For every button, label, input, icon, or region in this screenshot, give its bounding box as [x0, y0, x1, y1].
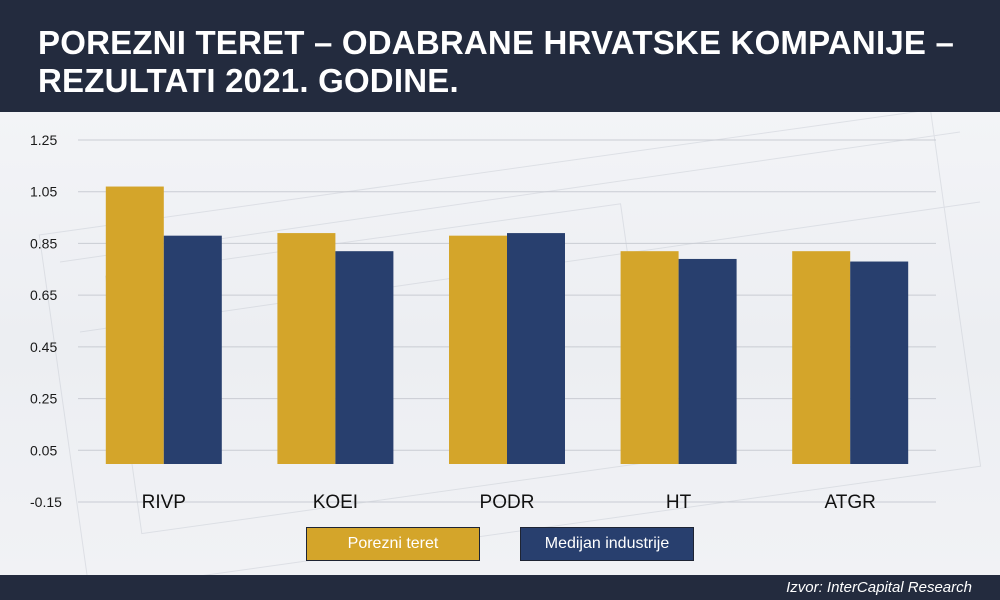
legend-label-porezni-teret: Porezni teret: [347, 535, 439, 552]
bar-podr-porezni-teret: [449, 235, 507, 464]
source-credit: Izvor: InterCapital Research: [786, 579, 972, 596]
legend-medijan-industrije: Medijan industrije: [520, 527, 694, 561]
y-tick-label: 0.85: [30, 235, 57, 251]
title-line-2: REZULTATI 2021. GODINE.: [38, 62, 459, 99]
y-tick-label: 1.25: [30, 132, 57, 148]
x-tick-label-koei: KOEI: [313, 492, 358, 513]
bar-atgr-medijan-industrije: [850, 261, 909, 464]
y-tick-label: 0.25: [30, 391, 57, 407]
x-tick-label-podr: PODR: [480, 492, 535, 513]
bar-podr-medijan-industrije: [507, 233, 565, 464]
x-axis-labels: RIVP KOEI PODR HT ATGR: [142, 492, 876, 513]
bar-koei-medijan-industrije: [335, 251, 394, 464]
x-tick-label-rivp: RIVP: [142, 492, 186, 513]
y-tick-label: 0.45: [30, 339, 57, 355]
header-bar: POREZNI TERET – ODABRANE HRVATSKE KOMPAN…: [0, 0, 1000, 112]
y-tick-label: 1.05: [30, 184, 57, 200]
bars: [105, 186, 909, 464]
bar-chart: 1.25 1.05 0.85 0.65 0.45 0.25 0.05 -0.15 RIVP KO…: [30, 132, 936, 513]
x-tick-label-ht: HT: [666, 492, 692, 513]
x-tick-label-atgr: ATGR: [825, 492, 876, 513]
footer-bar: Izvor: InterCapital Research: [0, 575, 1000, 600]
bar-koei-porezni-teret: [277, 233, 336, 464]
legend-label-medijan-industrije: Medijan industrije: [544, 535, 670, 552]
page-title: POREZNI TERET – ODABRANE HRVATSKE KOMPAN…: [38, 24, 978, 100]
bar-ht-medijan-industrije: [678, 258, 737, 464]
y-tick-label: 0.05: [30, 442, 57, 458]
bar-rivp-porezni-teret: [105, 186, 164, 464]
y-tick-label: -0.15: [30, 494, 62, 510]
bar-ht-porezni-teret: [620, 251, 679, 464]
y-axis-ticks: 1.25 1.05 0.85 0.65 0.45 0.25 0.05 -0.15: [30, 132, 62, 510]
y-tick-label: 0.65: [30, 287, 57, 303]
title-line-1: POREZNI TERET – ODABRANE HRVATSKE KOMPAN…: [38, 24, 955, 61]
bar-rivp-medijan-industrije: [163, 235, 222, 464]
legend-porezni-teret: Porezni teret: [306, 527, 480, 561]
bar-atgr-porezni-teret: [792, 251, 851, 464]
